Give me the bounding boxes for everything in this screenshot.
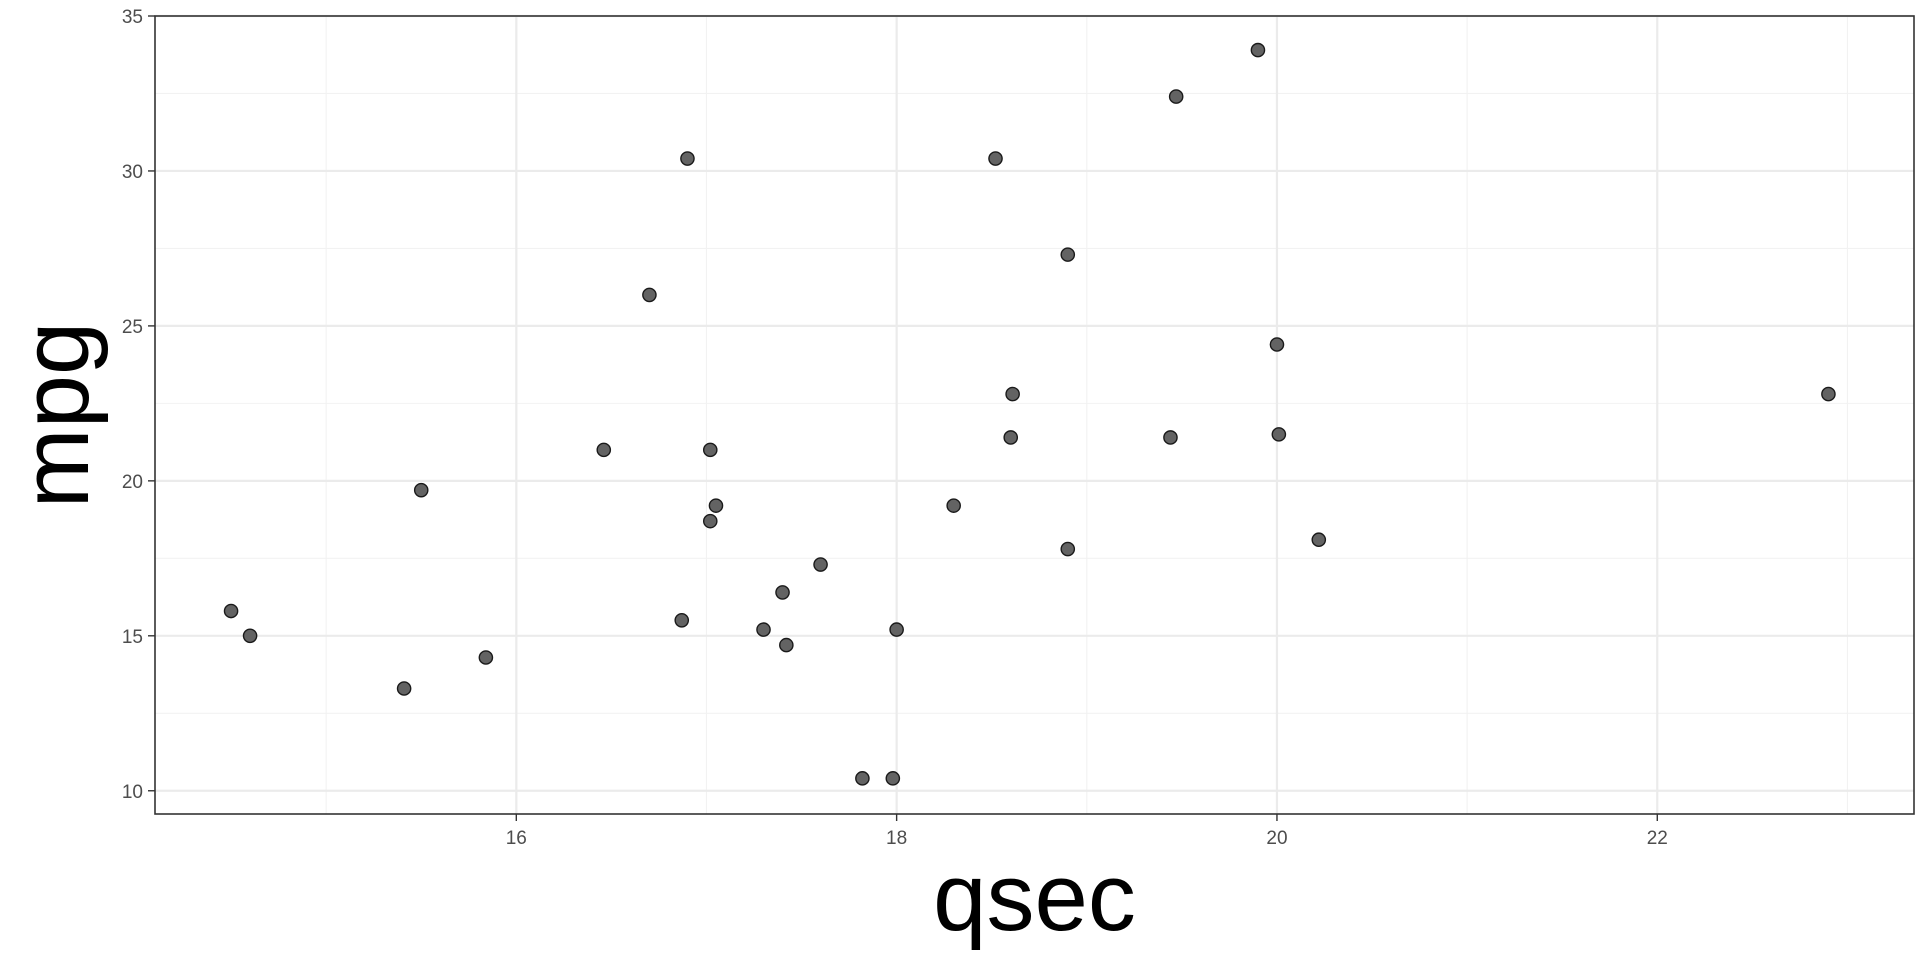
data-point	[1250, 42, 1266, 58]
data-point	[642, 287, 657, 303]
minor-gridlines	[155, 16, 1914, 814]
data-point	[946, 498, 961, 513]
data-point	[596, 442, 612, 458]
data-point	[1060, 247, 1076, 262]
data-point	[756, 622, 771, 637]
data-point	[1060, 541, 1076, 557]
data-point	[680, 151, 695, 166]
data-point	[1311, 532, 1327, 548]
major-gridlines	[155, 14, 1914, 814]
plot-panel-border	[154, 15, 1915, 815]
data-point	[702, 513, 718, 529]
x-tick-label: 18	[886, 828, 907, 849]
data-point	[1271, 427, 1287, 442]
y-tick-label: 20	[122, 472, 143, 493]
data-point	[702, 442, 718, 458]
y-tick-label: 15	[122, 627, 143, 648]
data-point	[1163, 430, 1178, 445]
y-axis-title: mpg	[2, 322, 109, 509]
x-axis-title: qsec	[933, 844, 1136, 951]
data-point	[775, 585, 790, 600]
y-axis-ticks: 10 15 20 25 30 35	[122, 7, 155, 803]
x-tick-label: 22	[1647, 828, 1668, 849]
y-tick-label: 35	[122, 7, 143, 28]
data-point	[1821, 386, 1836, 402]
data-point	[674, 613, 690, 628]
data-point	[708, 498, 724, 513]
data-point	[223, 603, 239, 619]
y-tick-label: 25	[122, 317, 143, 338]
data-point	[1005, 386, 1020, 402]
data-point	[396, 681, 412, 696]
y-tick-label: 30	[122, 162, 143, 183]
data-point	[478, 650, 494, 665]
y-tick-label: 10	[122, 782, 143, 803]
data-point	[413, 482, 429, 498]
data-point	[1168, 89, 1184, 104]
data-point	[988, 151, 1003, 166]
data-point	[1269, 337, 1285, 352]
data-points	[223, 42, 1836, 786]
data-point	[779, 637, 794, 653]
data-point	[889, 622, 904, 637]
x-axis-ticks: 16 18 20 22	[506, 814, 1668, 849]
data-point	[1003, 430, 1019, 445]
data-point	[242, 628, 258, 644]
x-tick-label: 20	[1266, 828, 1287, 849]
data-point	[813, 557, 828, 572]
data-point	[855, 771, 870, 786]
data-point	[885, 771, 901, 786]
x-tick-label: 16	[506, 828, 527, 849]
